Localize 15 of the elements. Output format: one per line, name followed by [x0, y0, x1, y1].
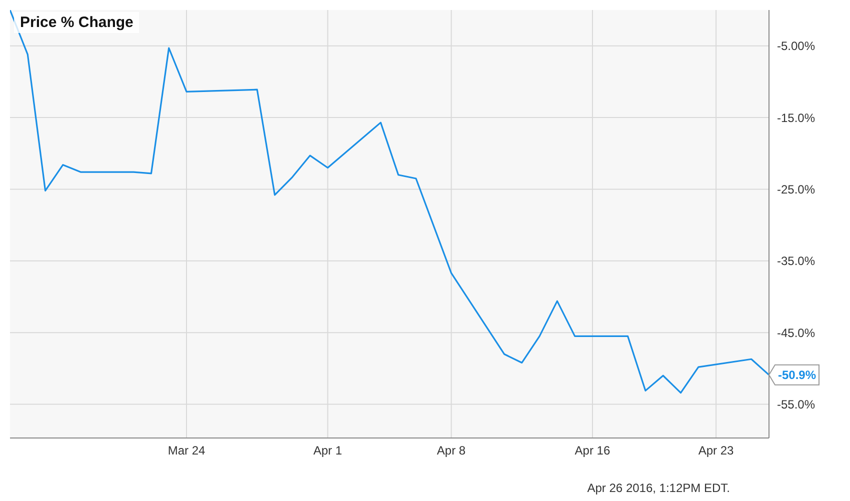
y-tick-label: -45.0% [777, 326, 816, 340]
x-tick-label: Apr 1 [313, 444, 342, 458]
x-tick-label: Mar 24 [168, 444, 206, 458]
y-tick-label: -25.0% [777, 182, 816, 196]
annotation: -50.9% [778, 368, 816, 382]
chart-title: Price % Change [14, 12, 140, 33]
y-tick-label: -35.0% [777, 254, 816, 268]
y-tick-label: -15.0% [777, 110, 816, 125]
y-tick-label: -55.0% [777, 398, 816, 412]
x-tick-label: Apr 23 [698, 444, 734, 458]
x-tick-label: Apr 8 [436, 444, 466, 458]
line-series [10, 10, 769, 394]
y-tick-label: -5.00% [777, 39, 816, 54]
x-tick-label: Apr 16 [574, 444, 610, 458]
text: Apr 26 2016, 1:12PM EDT. [587, 481, 730, 495]
